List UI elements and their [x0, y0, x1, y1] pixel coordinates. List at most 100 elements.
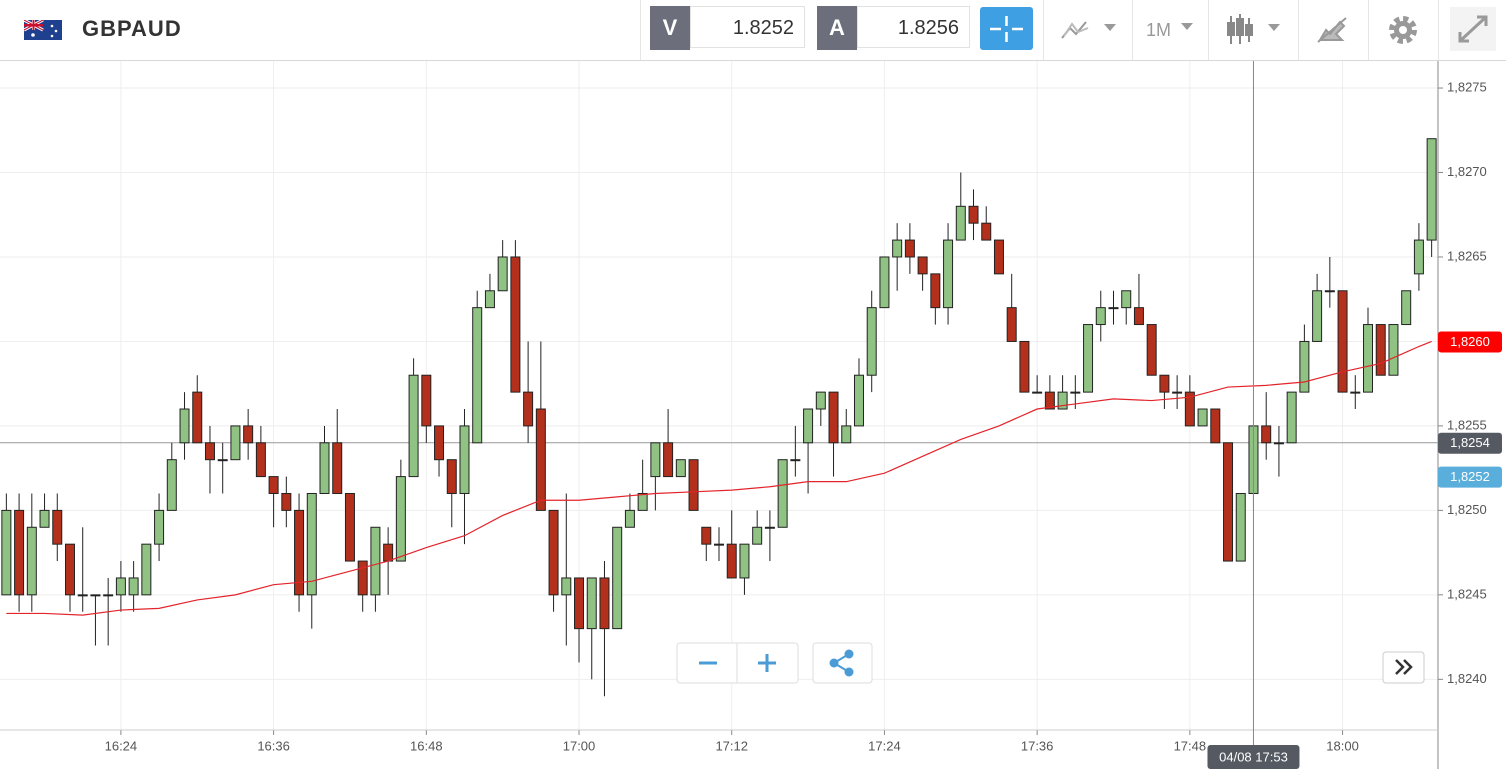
candle-body — [154, 509, 165, 545]
crosshair-button[interactable] — [980, 7, 1033, 50]
settings-button[interactable] — [1386, 13, 1420, 47]
candle-body — [306, 492, 317, 596]
candle-body — [1057, 391, 1068, 410]
draw-tools-button[interactable] — [1316, 14, 1350, 46]
candle-body — [574, 577, 585, 630]
fullscreen-button[interactable] — [1450, 7, 1496, 51]
candle-body — [955, 205, 966, 241]
candle-body — [1312, 290, 1323, 342]
candle-body — [1324, 290, 1335, 293]
candle-body — [510, 256, 521, 393]
candle-body — [497, 256, 508, 292]
dropdown-arrow[interactable] — [1180, 22, 1194, 32]
separator — [1208, 0, 1209, 60]
candle-body — [1032, 391, 1043, 394]
candle-body — [637, 492, 648, 511]
candle-body — [1299, 340, 1310, 393]
candle-body — [421, 374, 432, 427]
chart-type-button[interactable] — [1060, 16, 1120, 44]
crosshair-x-marker — [1207, 745, 1300, 769]
candle-body — [777, 459, 788, 528]
candle-body — [1095, 307, 1106, 326]
x-tick-label: 18:00 — [1326, 738, 1359, 753]
ask-label[interactable]: A — [817, 6, 857, 50]
candle-body — [1350, 391, 1361, 394]
candle-body — [904, 239, 915, 258]
candle-body — [179, 408, 190, 444]
crosshair-y-marker-label: 1,8254 — [1450, 435, 1490, 450]
candle-body — [1133, 307, 1144, 326]
x-tick-label: 16:36 — [257, 738, 290, 753]
candle-body — [1044, 391, 1055, 410]
candle-body — [128, 577, 139, 596]
candle-body — [268, 476, 279, 494]
candle-body — [77, 594, 88, 597]
candle-body — [650, 442, 661, 478]
candle-body — [1108, 307, 1119, 310]
candle-body — [790, 459, 801, 462]
candle-body — [1388, 324, 1399, 376]
x-tick-label: 17:12 — [715, 738, 748, 753]
zoom-in-button[interactable] — [758, 654, 776, 672]
candle-body — [64, 543, 75, 596]
scroll-right-button[interactable] — [1382, 651, 1426, 685]
candle-body — [370, 526, 381, 596]
candle-body — [434, 425, 445, 461]
candle-body — [548, 509, 559, 596]
candle-body — [1019, 340, 1030, 393]
x-tick-label: 16:48 — [410, 738, 443, 753]
candle-body — [459, 425, 470, 494]
separator — [1298, 0, 1299, 60]
y-tick-label: 1,8255 — [1447, 417, 1487, 432]
separator — [1368, 0, 1369, 60]
separator — [640, 0, 641, 60]
separator — [1132, 0, 1133, 60]
candle-body — [803, 408, 814, 444]
x-tick-label: 17:24 — [868, 738, 901, 753]
candle-body — [192, 391, 203, 444]
candle-body — [841, 425, 852, 444]
candle-body — [383, 543, 394, 562]
bid-label[interactable]: V — [650, 6, 690, 50]
price-marker-label: 1,8260 — [1450, 334, 1490, 349]
candle-type-button[interactable] — [1226, 12, 1286, 48]
candle-body — [815, 391, 826, 410]
y-tick-label: 1,8270 — [1447, 164, 1487, 179]
candle-body — [968, 205, 979, 224]
plot-background — [0, 61, 1438, 730]
candle-body — [1223, 442, 1234, 562]
candle-body — [561, 577, 572, 596]
candle-body — [1159, 374, 1170, 393]
candle-body — [281, 492, 292, 511]
candle-body — [1337, 290, 1348, 393]
candle-body — [917, 256, 928, 275]
candle-body — [993, 239, 1004, 275]
candle-body — [1172, 391, 1183, 394]
candle-body — [484, 290, 495, 309]
candle-body — [1413, 239, 1424, 275]
timeframe[interactable]: 1M — [1146, 20, 1172, 40]
candle-body — [1426, 138, 1437, 241]
candle-body — [1261, 425, 1272, 444]
candle-body — [1363, 324, 1374, 393]
candle-body — [714, 543, 724, 546]
candle-body — [535, 408, 546, 511]
candle-body — [764, 526, 775, 529]
toolbar: GBPAUD V 1.8252 A 1.8256 1M — [0, 0, 1506, 61]
candle-body — [395, 476, 406, 562]
candle-body — [26, 526, 37, 596]
candle-body — [828, 391, 839, 444]
ask-price[interactable]: 1.8256 — [857, 6, 970, 48]
candle-body — [523, 391, 534, 427]
candle-body — [344, 492, 355, 562]
moving-average-line — [6, 340, 1432, 616]
x-tick-label: 17:48 — [1174, 738, 1207, 753]
candle-body — [726, 543, 737, 579]
separator — [1438, 0, 1439, 60]
share-button[interactable] — [829, 649, 854, 677]
separator — [1043, 0, 1044, 60]
candle-body — [357, 560, 368, 596]
bid-price[interactable]: 1.8252 — [690, 6, 805, 48]
